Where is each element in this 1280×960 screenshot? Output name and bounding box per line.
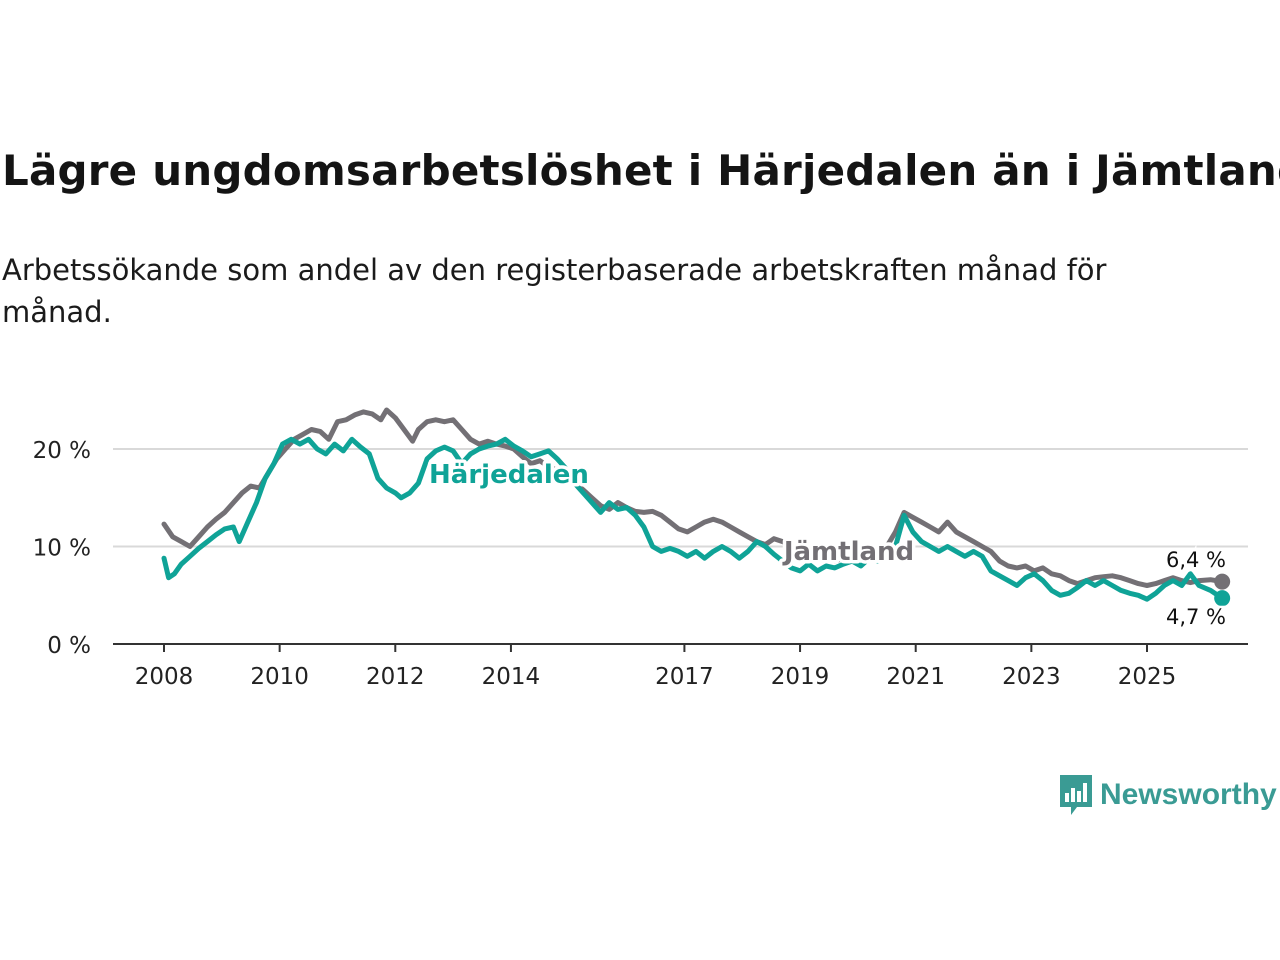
x-tick-label: 2019 <box>771 664 830 690</box>
axis-layer: 0 % 10 % 20 % 2008 2010 2012 2014 2017 2019 2021 2… <box>33 438 1248 690</box>
grid <box>113 448 1248 548</box>
x-tick-label: 2012 <box>366 664 425 690</box>
series-label-jamtland-halo: Jämtland <box>782 537 914 567</box>
x-tick-label: 2008 <box>135 664 194 690</box>
series-label-harjedalen: Härjedalen <box>429 460 589 490</box>
chart-subtitle: Arbetssökande som andel av den registerb… <box>2 253 1107 329</box>
x-tick-label: 2025 <box>1118 664 1177 690</box>
x-tick-label: 2023 <box>1002 664 1061 690</box>
end-label-harjedalen-halo: 4,7 % <box>1166 605 1226 629</box>
series-line-jamtland <box>161 407 1225 588</box>
y-tick-label: 10 % <box>33 536 91 562</box>
series-label-jamtland: Jämtland <box>782 537 914 567</box>
newsworthy-logo-text: Newsworthy <box>1100 778 1277 811</box>
series-label-harjedalen-halo: Härjedalen <box>429 460 589 490</box>
x-tick-label: 2014 <box>482 664 541 690</box>
end-label-jamtland: 6,4 % <box>1166 548 1226 572</box>
end-point-jamtland <box>1214 573 1231 590</box>
x-tick-label: 2017 <box>655 664 714 690</box>
series-line-harjedalen <box>161 436 1225 602</box>
newsworthy-logo[interactable]: Newsworthy <box>1058 772 1277 818</box>
series-layer <box>161 407 1231 607</box>
end-label-harjedalen: 4,7 % <box>1166 605 1226 629</box>
y-tick-label: 20 % <box>33 438 91 464</box>
end-label-jamtland-halo: 6,4 % <box>1166 548 1226 572</box>
x-tick-label: 2021 <box>886 664 945 690</box>
y-tick-label: 0 % <box>47 633 91 659</box>
end-point-harjedalen <box>1214 590 1231 607</box>
newsworthy-logo-icon <box>1060 775 1092 815</box>
x-tick-label: 2010 <box>250 664 309 690</box>
chart-title: Lägre ungdomsarbetslöshet i Härjedalen ä… <box>2 146 1280 195</box>
